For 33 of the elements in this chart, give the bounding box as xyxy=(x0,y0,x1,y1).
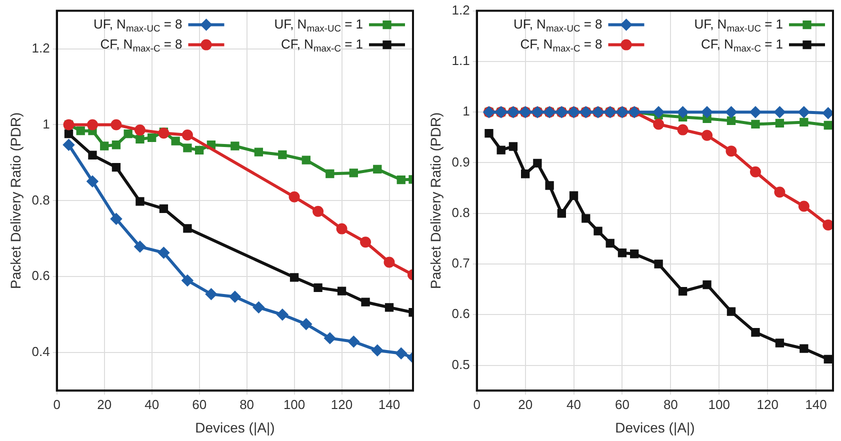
x-tick-label: 20 xyxy=(97,396,112,412)
y-tick-label: 1.2 xyxy=(32,40,50,56)
x-tick-label: 120 xyxy=(330,396,353,412)
x-tick-label: 140 xyxy=(805,396,827,412)
x-tick-label: 0 xyxy=(473,396,480,412)
x-axis-title: Devices (|A|) xyxy=(615,419,695,436)
x-tick-label: 80 xyxy=(663,396,678,412)
y-tick-label: 0.9 xyxy=(452,154,470,170)
y-tick-label: 1 xyxy=(462,104,470,119)
y-tick-label: 1 xyxy=(42,116,50,132)
x-tick-label: 100 xyxy=(708,396,730,412)
x-tick-label: 60 xyxy=(192,396,207,412)
x-tick-label: 60 xyxy=(614,396,630,412)
x-tick-label: 120 xyxy=(756,396,778,412)
y-tick-label: 0.5 xyxy=(452,356,470,372)
x-tick-label: 100 xyxy=(283,396,306,412)
y-tick-label: 1.1 xyxy=(452,53,470,68)
x-tick-label: 140 xyxy=(378,396,400,412)
y-axis-title: Packet Delivery Ratio (PDR) xyxy=(7,112,24,290)
x-axis-title: Devices (|A|) xyxy=(195,419,275,436)
x-tick-label: 80 xyxy=(240,396,254,412)
x-tick-label: 0 xyxy=(53,396,60,412)
y-tick-label: 0.8 xyxy=(452,204,470,220)
y-tick-label: 1.2 xyxy=(452,2,470,18)
y-tick-label: 0.8 xyxy=(32,192,50,208)
y-axis-title: Packet Delivery Ratio (PDR) xyxy=(427,112,444,290)
x-tick-label: 20 xyxy=(518,396,533,412)
y-tick-label: 0.6 xyxy=(452,306,470,322)
y-tick-label: 0.4 xyxy=(32,344,50,360)
x-tick-label: 40 xyxy=(144,396,160,412)
y-tick-label: 0.6 xyxy=(32,268,50,284)
y-tick-label: 0.7 xyxy=(452,256,470,271)
x-tick-label: 40 xyxy=(566,396,582,412)
